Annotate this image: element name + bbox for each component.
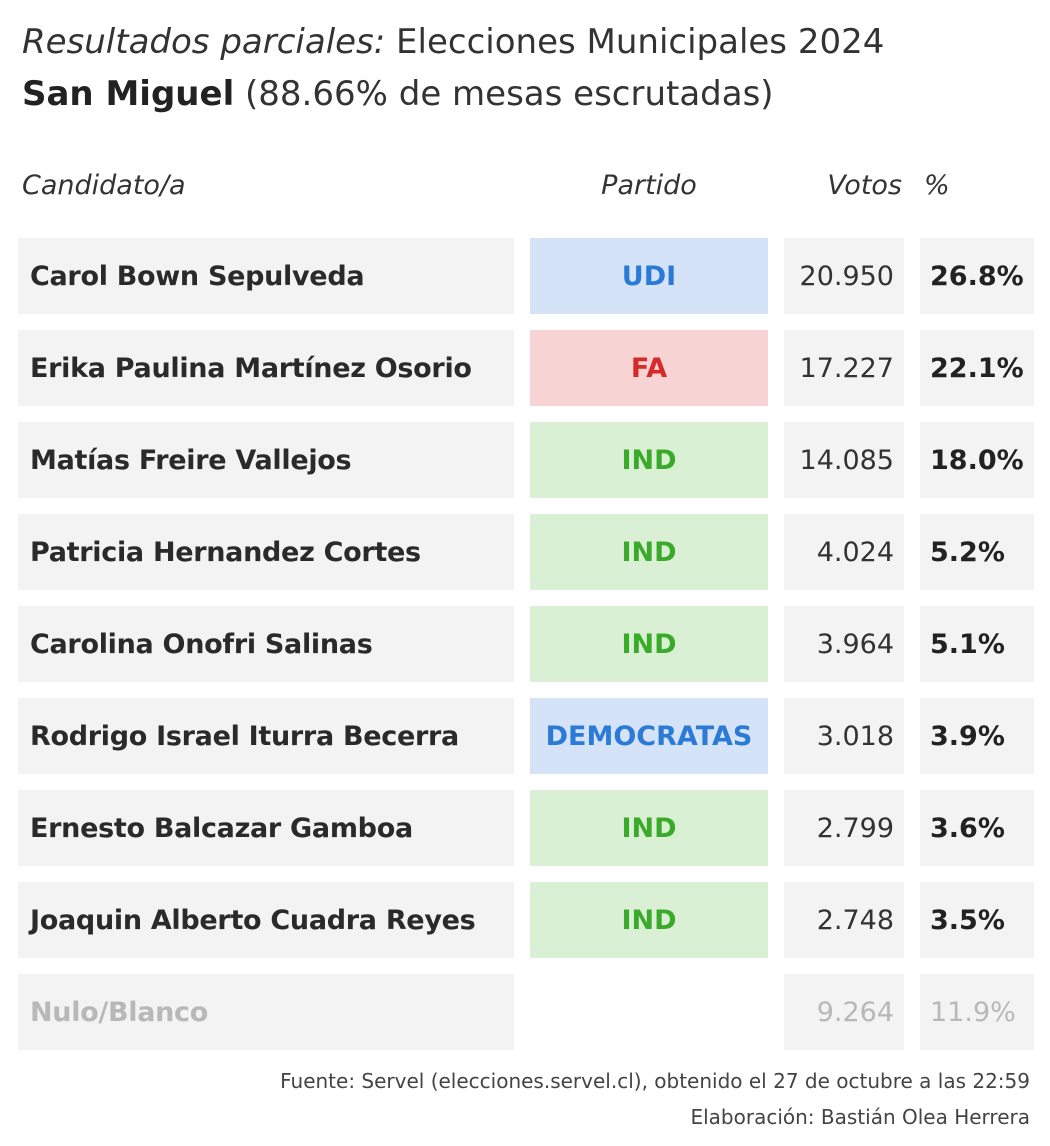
- party-badge: IND: [530, 514, 768, 590]
- table-row: Carol Bown Sepulveda UDI 20.950 26.8%: [0, 238, 1050, 314]
- subtitle-rest: (88.66% de mesas escrutadas): [234, 74, 774, 114]
- vote-count: 4.024: [784, 514, 904, 590]
- table-row: Matías Freire Vallejos IND 14.085 18.0%: [0, 422, 1050, 498]
- footer: Fuente: Servel (elecciones.servel.cl), o…: [280, 1063, 1030, 1135]
- candidate-name: Erika Paulina Martínez Osorio: [18, 330, 514, 406]
- candidate-name: Joaquin Alberto Cuadra Reyes: [18, 882, 514, 958]
- vote-percent: 3.9%: [920, 698, 1034, 774]
- vote-percent: 3.5%: [920, 882, 1034, 958]
- table-row: Ernesto Balcazar Gamboa IND 2.799 3.6%: [0, 790, 1050, 866]
- credit-note: Elaboración: Bastián Olea Herrera: [690, 1105, 1030, 1129]
- party-badge: IND: [530, 422, 768, 498]
- vote-count: 14.085: [784, 422, 904, 498]
- vote-percent: 5.1%: [920, 606, 1034, 682]
- candidate-name: Carolina Onofri Salinas: [18, 606, 514, 682]
- header-candidate: Candidato/a: [22, 170, 186, 201]
- party-badge: IND: [530, 606, 768, 682]
- vote-count: 2.748: [784, 882, 904, 958]
- party-badge: [530, 974, 768, 1050]
- chart-subtitle: San Miguel (88.66% de mesas escrutadas): [22, 68, 1032, 120]
- title-rest: Elecciones Municipales 2024: [385, 22, 885, 62]
- candidate-name: Carol Bown Sepulveda: [18, 238, 514, 314]
- party-badge: FA: [530, 330, 768, 406]
- candidate-name: Patricia Hernandez Cortes: [18, 514, 514, 590]
- candidate-name: Nulo/Blanco: [18, 974, 514, 1050]
- table-row: Rodrigo Israel Iturra Becerra DEMOCRATAS 3…: [0, 698, 1050, 774]
- header-votes: Votos: [827, 170, 902, 201]
- header-percent: %: [924, 170, 950, 201]
- vote-percent: 18.0%: [920, 422, 1034, 498]
- candidate-name: Rodrigo Israel Iturra Becerra: [18, 698, 514, 774]
- table-row: Carolina Onofri Salinas IND 3.964 5.1%: [0, 606, 1050, 682]
- chart-title: Resultados parciales: Elecciones Municip…: [22, 16, 1032, 68]
- candidate-name: Ernesto Balcazar Gamboa: [18, 790, 514, 866]
- table-row: Joaquin Alberto Cuadra Reyes IND 2.748 3.5%: [0, 882, 1050, 958]
- vote-percent: 5.2%: [920, 514, 1034, 590]
- title-block: Resultados parciales: Elecciones Municip…: [22, 16, 1032, 120]
- vote-count: 3.018: [784, 698, 904, 774]
- subtitle-commune: San Miguel: [22, 74, 235, 114]
- table-row: Nulo/Blanco 9.264 11.9%: [0, 974, 1050, 1050]
- vote-percent: 22.1%: [920, 330, 1034, 406]
- vote-percent: 26.8%: [920, 238, 1034, 314]
- vote-count: 20.950: [784, 238, 904, 314]
- candidate-name: Matías Freire Vallejos: [18, 422, 514, 498]
- vote-percent: 3.6%: [920, 790, 1034, 866]
- header-party: Partido: [601, 170, 697, 201]
- table-header: Candidato/a Partido Votos %: [0, 166, 1050, 210]
- vote-count: 3.964: [784, 606, 904, 682]
- vote-count: 17.227: [784, 330, 904, 406]
- source-note: Fuente: Servel (elecciones.servel.cl), o…: [280, 1069, 1030, 1093]
- table-row: Erika Paulina Martínez Osorio FA 17.227 22.…: [0, 330, 1050, 406]
- party-badge: IND: [530, 882, 768, 958]
- vote-count: 9.264: [784, 974, 904, 1050]
- table-row: Patricia Hernandez Cortes IND 4.024 5.2%: [0, 514, 1050, 590]
- vote-percent: 11.9%: [920, 974, 1034, 1050]
- party-badge: UDI: [530, 238, 768, 314]
- title-italic: Resultados parciales:: [22, 22, 386, 62]
- vote-count: 2.799: [784, 790, 904, 866]
- party-badge: DEMOCRATAS: [530, 698, 768, 774]
- party-badge: IND: [530, 790, 768, 866]
